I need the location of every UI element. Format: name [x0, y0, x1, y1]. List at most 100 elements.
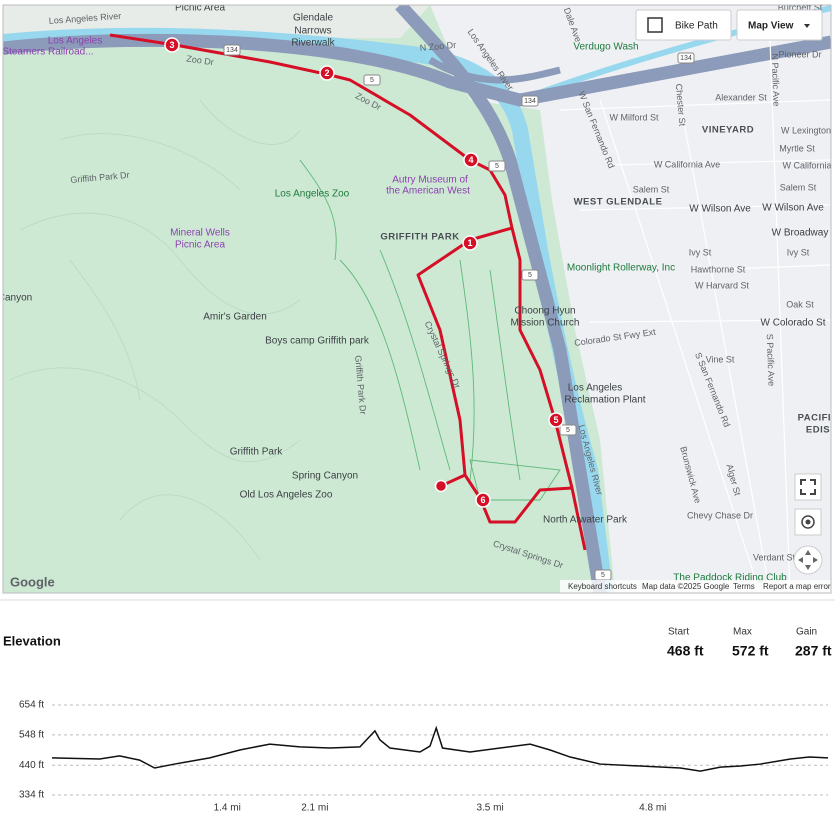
map-label: North Atwater Park	[543, 515, 628, 526]
map-controls[interactable]	[793, 473, 823, 575]
map-label: Salem St	[633, 184, 670, 194]
map-label: W California Ave	[654, 159, 720, 169]
map-label: W Milford St	[609, 112, 659, 122]
map-label: Ivy St	[787, 247, 810, 257]
highway-number: 5	[566, 427, 570, 434]
y-tick-label: 654 ft	[19, 700, 44, 711]
map-label: Verdugo Wash	[573, 42, 638, 53]
route	[109, 33, 587, 551]
stat-label: Start	[668, 627, 689, 638]
highway-number: 134	[680, 55, 692, 62]
map-view-label: Map View	[748, 21, 794, 32]
route-marker-number: 2	[324, 68, 329, 78]
map-label: W Colorado St	[760, 318, 825, 329]
map-label: Picnic Area	[175, 3, 225, 14]
x-tick-label: 4.8 mi	[639, 803, 666, 814]
highway-shield	[223, 44, 241, 56]
freeways	[3, 5, 831, 593]
map-label: GRIFFITH PARK	[380, 232, 459, 243]
map-label: Riverwalk	[291, 38, 335, 49]
elevation-chart: 654 ft 548 ft 440 ft 334 ft 1.4 mi 2.1 mi 3.5 …	[19, 700, 829, 814]
map-label: Autry Museum of	[392, 175, 468, 186]
footer-bar	[560, 580, 831, 593]
elevation-line	[51, 725, 829, 772]
route-marker	[548, 412, 564, 428]
map-label: W California	[782, 160, 831, 170]
map-view-dropdown[interactable]: Map View	[736, 9, 823, 41]
map-label: N Pacific Ave	[770, 53, 782, 106]
x-tick-label: 3.5 mi	[476, 803, 503, 814]
route-end	[434, 479, 448, 493]
y-tick-label: 440 ft	[19, 760, 44, 771]
map-label: WEST GLENDALE	[574, 197, 663, 208]
streets	[559, 39, 831, 593]
map-label: Canyon	[0, 293, 32, 304]
map-label: Vine St	[706, 354, 735, 364]
compass-button[interactable]	[793, 545, 823, 575]
map-label: W Harvard St	[695, 280, 750, 290]
fullscreen-button[interactable]	[794, 473, 822, 501]
map-label: Zoo Dr	[186, 54, 215, 68]
route-marker	[462, 235, 478, 251]
map-label: Spring Canyon	[292, 471, 358, 482]
map-label: Reclamation Plant	[564, 395, 645, 406]
x-tick-label: 2.1 mi	[301, 803, 328, 814]
highway-number: 5	[370, 77, 374, 84]
highway-number: 134	[524, 98, 536, 105]
map-label: Chester St	[674, 83, 688, 127]
route-marker-number: 1	[467, 238, 472, 248]
map-label: Oak St	[786, 299, 814, 309]
route-marker-number: 4	[468, 155, 473, 165]
stat-label: Gain	[796, 627, 817, 638]
map-label: EDIS	[806, 425, 830, 436]
map-label: Salem St	[780, 182, 817, 192]
map-label: Alexander St	[715, 92, 767, 102]
map-label: Moonlight Rollerway, Inc	[567, 263, 675, 274]
map-label: Choong Hyun	[514, 306, 575, 317]
map-label: The Paddock Riding Club	[673, 573, 787, 584]
footer-link[interactable]: Report a map error	[763, 582, 831, 591]
footer-link[interactable]: Terms	[733, 582, 755, 591]
map-label: Glendale	[293, 13, 333, 24]
route-marker	[164, 37, 180, 53]
route-marker-number: 3	[169, 40, 174, 50]
terrain	[9, 99, 301, 561]
route-marker	[463, 152, 479, 168]
route-marker	[475, 492, 491, 508]
map-label: N Zoo Dr	[419, 40, 456, 53]
highway-number: 5	[601, 572, 605, 579]
map-label: Narrows	[294, 26, 331, 37]
highway-number: 5	[495, 163, 499, 170]
y-tick-label: 334 ft	[19, 790, 44, 801]
elevation-title: Elevation	[3, 633, 61, 648]
highway-shield	[559, 424, 577, 436]
map-label: Los Angeles	[568, 383, 623, 394]
map-label: Amir's Garden	[203, 312, 267, 323]
highway-shield	[488, 160, 506, 172]
golf-paths	[299, 159, 561, 501]
highway-number: 5	[528, 272, 532, 279]
footer-text: Map data ©2025 Google	[642, 582, 730, 591]
map-label: VINEYARD	[702, 125, 754, 136]
map-label: Burchett St	[778, 2, 823, 12]
map-label: Old Los Angeles Zoo	[240, 490, 333, 501]
map-label: PACIFIC	[798, 413, 835, 424]
map-label: Ivy St	[689, 247, 712, 257]
footer-link[interactable]: Keyboard shortcuts	[568, 582, 637, 591]
map-border	[2, 4, 832, 594]
y-tick-label: 548 ft	[19, 729, 44, 740]
map-label: W Lexington	[781, 125, 831, 135]
map-label: Boys camp Griffith park	[265, 336, 370, 347]
highway-number: 134	[226, 47, 238, 54]
bike-path-toggle[interactable]: Bike Path	[635, 9, 732, 41]
map-label: Myrtle St	[779, 143, 815, 153]
map-label: W Broadway	[772, 228, 829, 239]
map-label: Mission Church	[511, 318, 580, 329]
stat-label: Max	[733, 627, 752, 638]
map-label: the American West	[386, 186, 470, 197]
route-marker-number: 6	[480, 495, 485, 505]
map-label: W Wilson Ave	[762, 203, 824, 214]
